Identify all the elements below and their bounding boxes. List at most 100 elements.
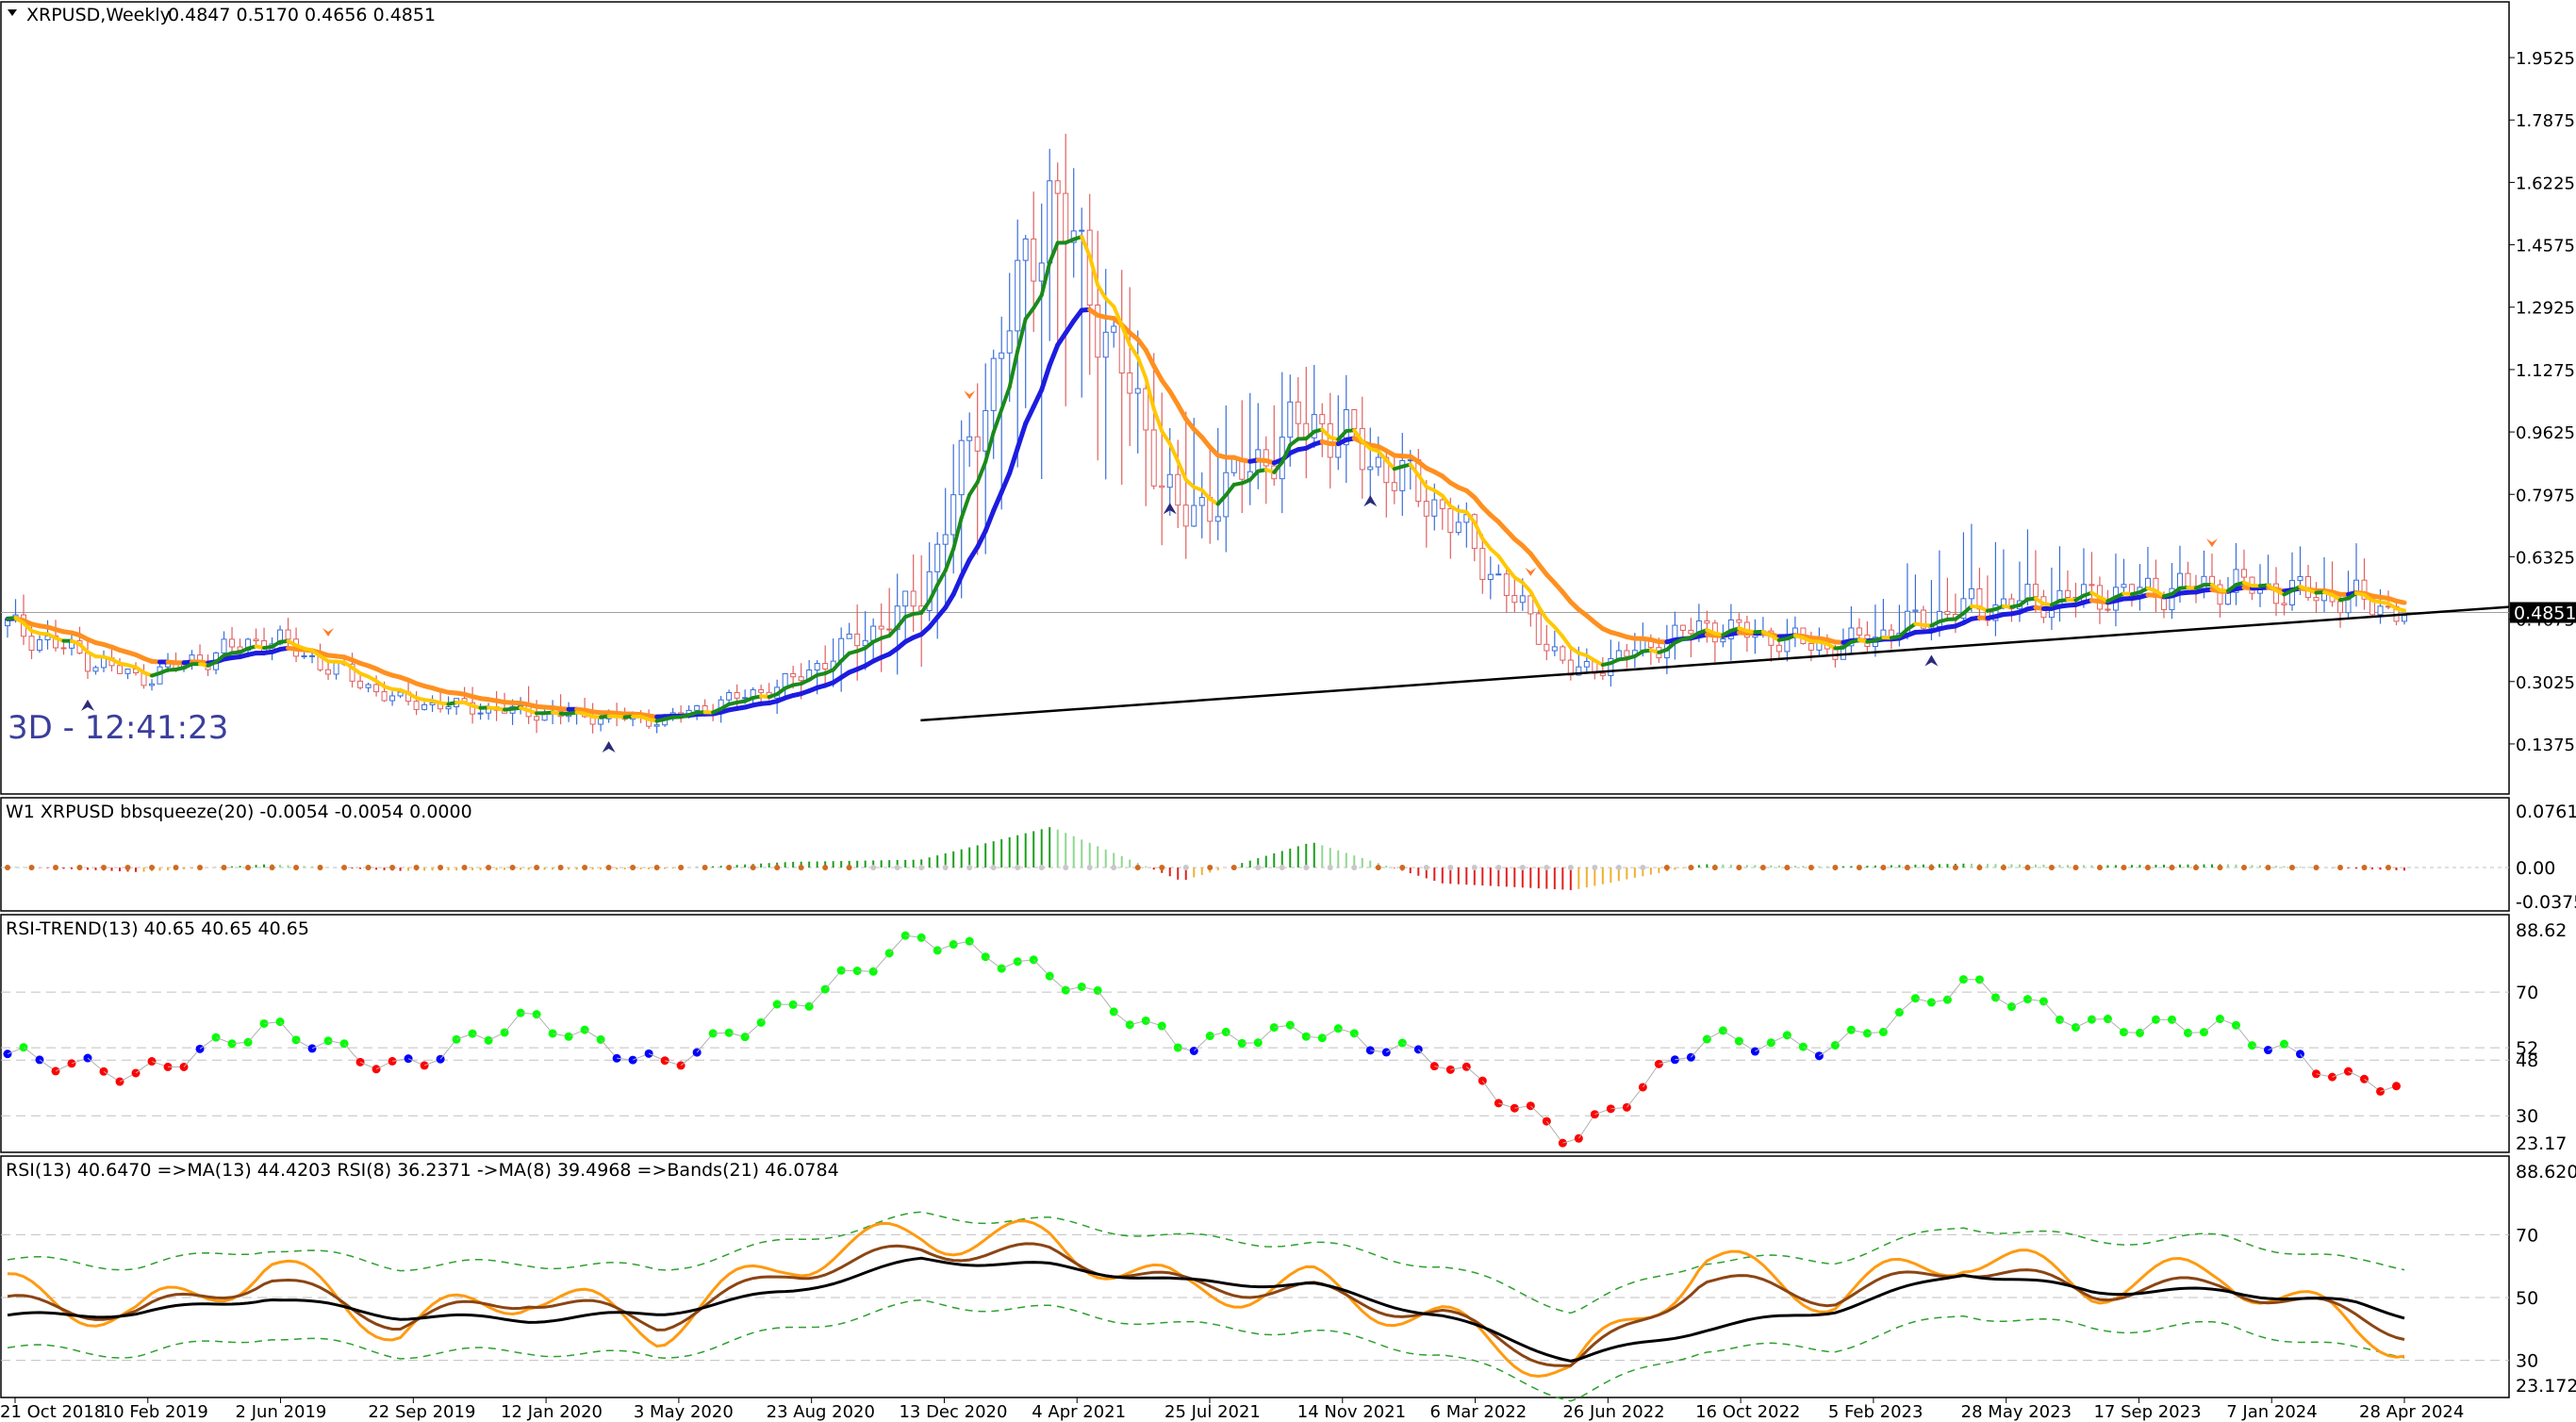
rsi-bands-label: RSI(13) 40.6470 =>MA(13) 44.4203 RSI(8) … — [6, 1160, 839, 1181]
candle-body — [990, 357, 997, 411]
candle-body — [1848, 627, 1855, 647]
bbsqueeze-dot — [1015, 865, 1021, 870]
candle-body — [253, 638, 259, 642]
candle-body — [2337, 601, 2343, 614]
collapse-triangle-icon[interactable] — [8, 9, 17, 16]
ohlc-values: 0.4847 0.5170 0.4656 0.4851 — [168, 5, 436, 25]
time-tick-label: 16 Oct 2022 — [1695, 1402, 1800, 1422]
buy-arrow-icon — [1163, 503, 1177, 515]
ma-fast-segment — [1080, 235, 1092, 258]
ma-slow-segment — [1047, 342, 1061, 368]
bbsqueeze-dot — [1952, 865, 1958, 870]
candle-body — [101, 657, 107, 669]
candle-body — [958, 439, 965, 496]
ma-fast-segment — [1416, 472, 1428, 489]
candle-body — [1992, 604, 1999, 621]
bbsqueeze-dot — [1327, 865, 1333, 870]
rsi-trend-line — [1545, 1120, 1563, 1144]
candle-body — [2377, 605, 2384, 616]
candle-body — [870, 625, 877, 641]
ma-fast-segment — [967, 480, 980, 497]
ma-fast-segment — [1128, 342, 1140, 359]
rsi-trend-tick-label: 23.17 — [2516, 1133, 2567, 1154]
bbsqueeze-dot — [124, 865, 131, 870]
ma-fast-segment — [919, 599, 932, 615]
rsi-trend-line — [1947, 979, 1964, 1000]
rsi-trend-line — [2300, 1053, 2317, 1075]
bbsqueeze-dot — [461, 865, 468, 870]
candle-body — [1031, 238, 1037, 282]
bbsqueeze-dot — [1375, 865, 1381, 870]
bbsqueeze-dot — [2265, 865, 2271, 870]
ma-slow-segment — [1031, 387, 1045, 409]
ma-fast-segment — [1167, 441, 1181, 464]
ma-fast-segment — [1119, 323, 1132, 347]
ma-fast-segment — [1199, 488, 1213, 502]
candle-body — [878, 625, 884, 630]
candles-group — [5, 133, 2407, 734]
time-tick-label: 28 Apr 2024 — [2359, 1402, 2464, 1422]
bbsqueeze-dot — [2385, 865, 2391, 870]
candle-body — [477, 712, 484, 715]
ma-slow-segment — [950, 573, 965, 597]
candle-body — [790, 672, 797, 678]
candle-body — [28, 636, 35, 652]
ma-fast-segment — [1016, 317, 1028, 354]
symbol-label: XRPUSD,Weekly — [26, 5, 171, 25]
time-tick-label: 3 May 2020 — [634, 1402, 734, 1422]
candle-body — [1111, 325, 1117, 333]
bbsqueeze-dot — [1592, 865, 1598, 870]
time-tick-label: 14 Nov 2021 — [1297, 1402, 1406, 1422]
rsi-lower-band — [7, 1298, 2405, 1402]
candle-body — [2313, 597, 2320, 602]
bbsqueeze-dot — [2337, 865, 2343, 870]
bbsqueeze-dot — [1471, 865, 1478, 870]
ma-fast-segment — [1520, 580, 1533, 594]
rsi-trend-tick-label: 88.62 — [2516, 920, 2567, 941]
bbsqueeze-dot — [101, 865, 107, 870]
rsi-trend-panel-frame — [0, 914, 2510, 1153]
ma-slow-segment — [1055, 330, 1068, 348]
rsi-trend-line — [1097, 990, 1115, 1013]
bbsqueeze-dot — [2240, 865, 2247, 870]
candle-body — [1367, 466, 1374, 471]
bbsqueeze-dot — [1544, 865, 1550, 870]
candle-body — [1375, 456, 1381, 468]
candle-body — [229, 638, 236, 648]
bbsqueeze-dot — [76, 865, 83, 870]
bbsqueeze-dot — [293, 865, 300, 870]
bbsqueeze-dot — [630, 865, 636, 870]
bbsqueeze-dot — [2169, 865, 2175, 870]
candle-body — [1455, 521, 1461, 534]
ma-fast-segment — [1280, 442, 1293, 465]
bbsqueeze-dot — [2096, 865, 2103, 870]
ma-fast-segment — [1023, 306, 1036, 322]
bbsqueeze-dot — [582, 865, 588, 870]
candle-body — [1736, 619, 1742, 623]
ma-slow-segment — [1063, 318, 1077, 336]
bbsqueeze-dot — [678, 865, 685, 870]
candle-body — [886, 628, 893, 631]
rsi-tick-label: 50 — [2516, 1288, 2538, 1309]
rsi-trend-dot — [115, 1077, 124, 1086]
ma-fast-segment — [983, 430, 996, 464]
candle-body — [1359, 427, 1365, 471]
candle-body — [413, 701, 420, 710]
candle-body — [902, 590, 909, 607]
buy-arrow-icon — [1924, 654, 1939, 667]
candle-body — [1343, 409, 1349, 446]
ma-fast-segment — [1039, 260, 1052, 298]
candle-body — [1560, 646, 1566, 661]
candle-body — [814, 663, 820, 671]
candle-body — [2185, 572, 2191, 587]
bbsqueeze-dot — [1736, 865, 1742, 870]
rsi-trend-panel — [1, 931, 2509, 1148]
ma-fast-segment — [1247, 469, 1261, 482]
price-tick-label: 1.2925 — [2516, 299, 2575, 319]
candle-body — [1944, 610, 1951, 615]
candle-body — [822, 663, 829, 670]
bbsqueeze-dot — [1134, 865, 1141, 870]
ma-slow-segment — [983, 508, 997, 534]
